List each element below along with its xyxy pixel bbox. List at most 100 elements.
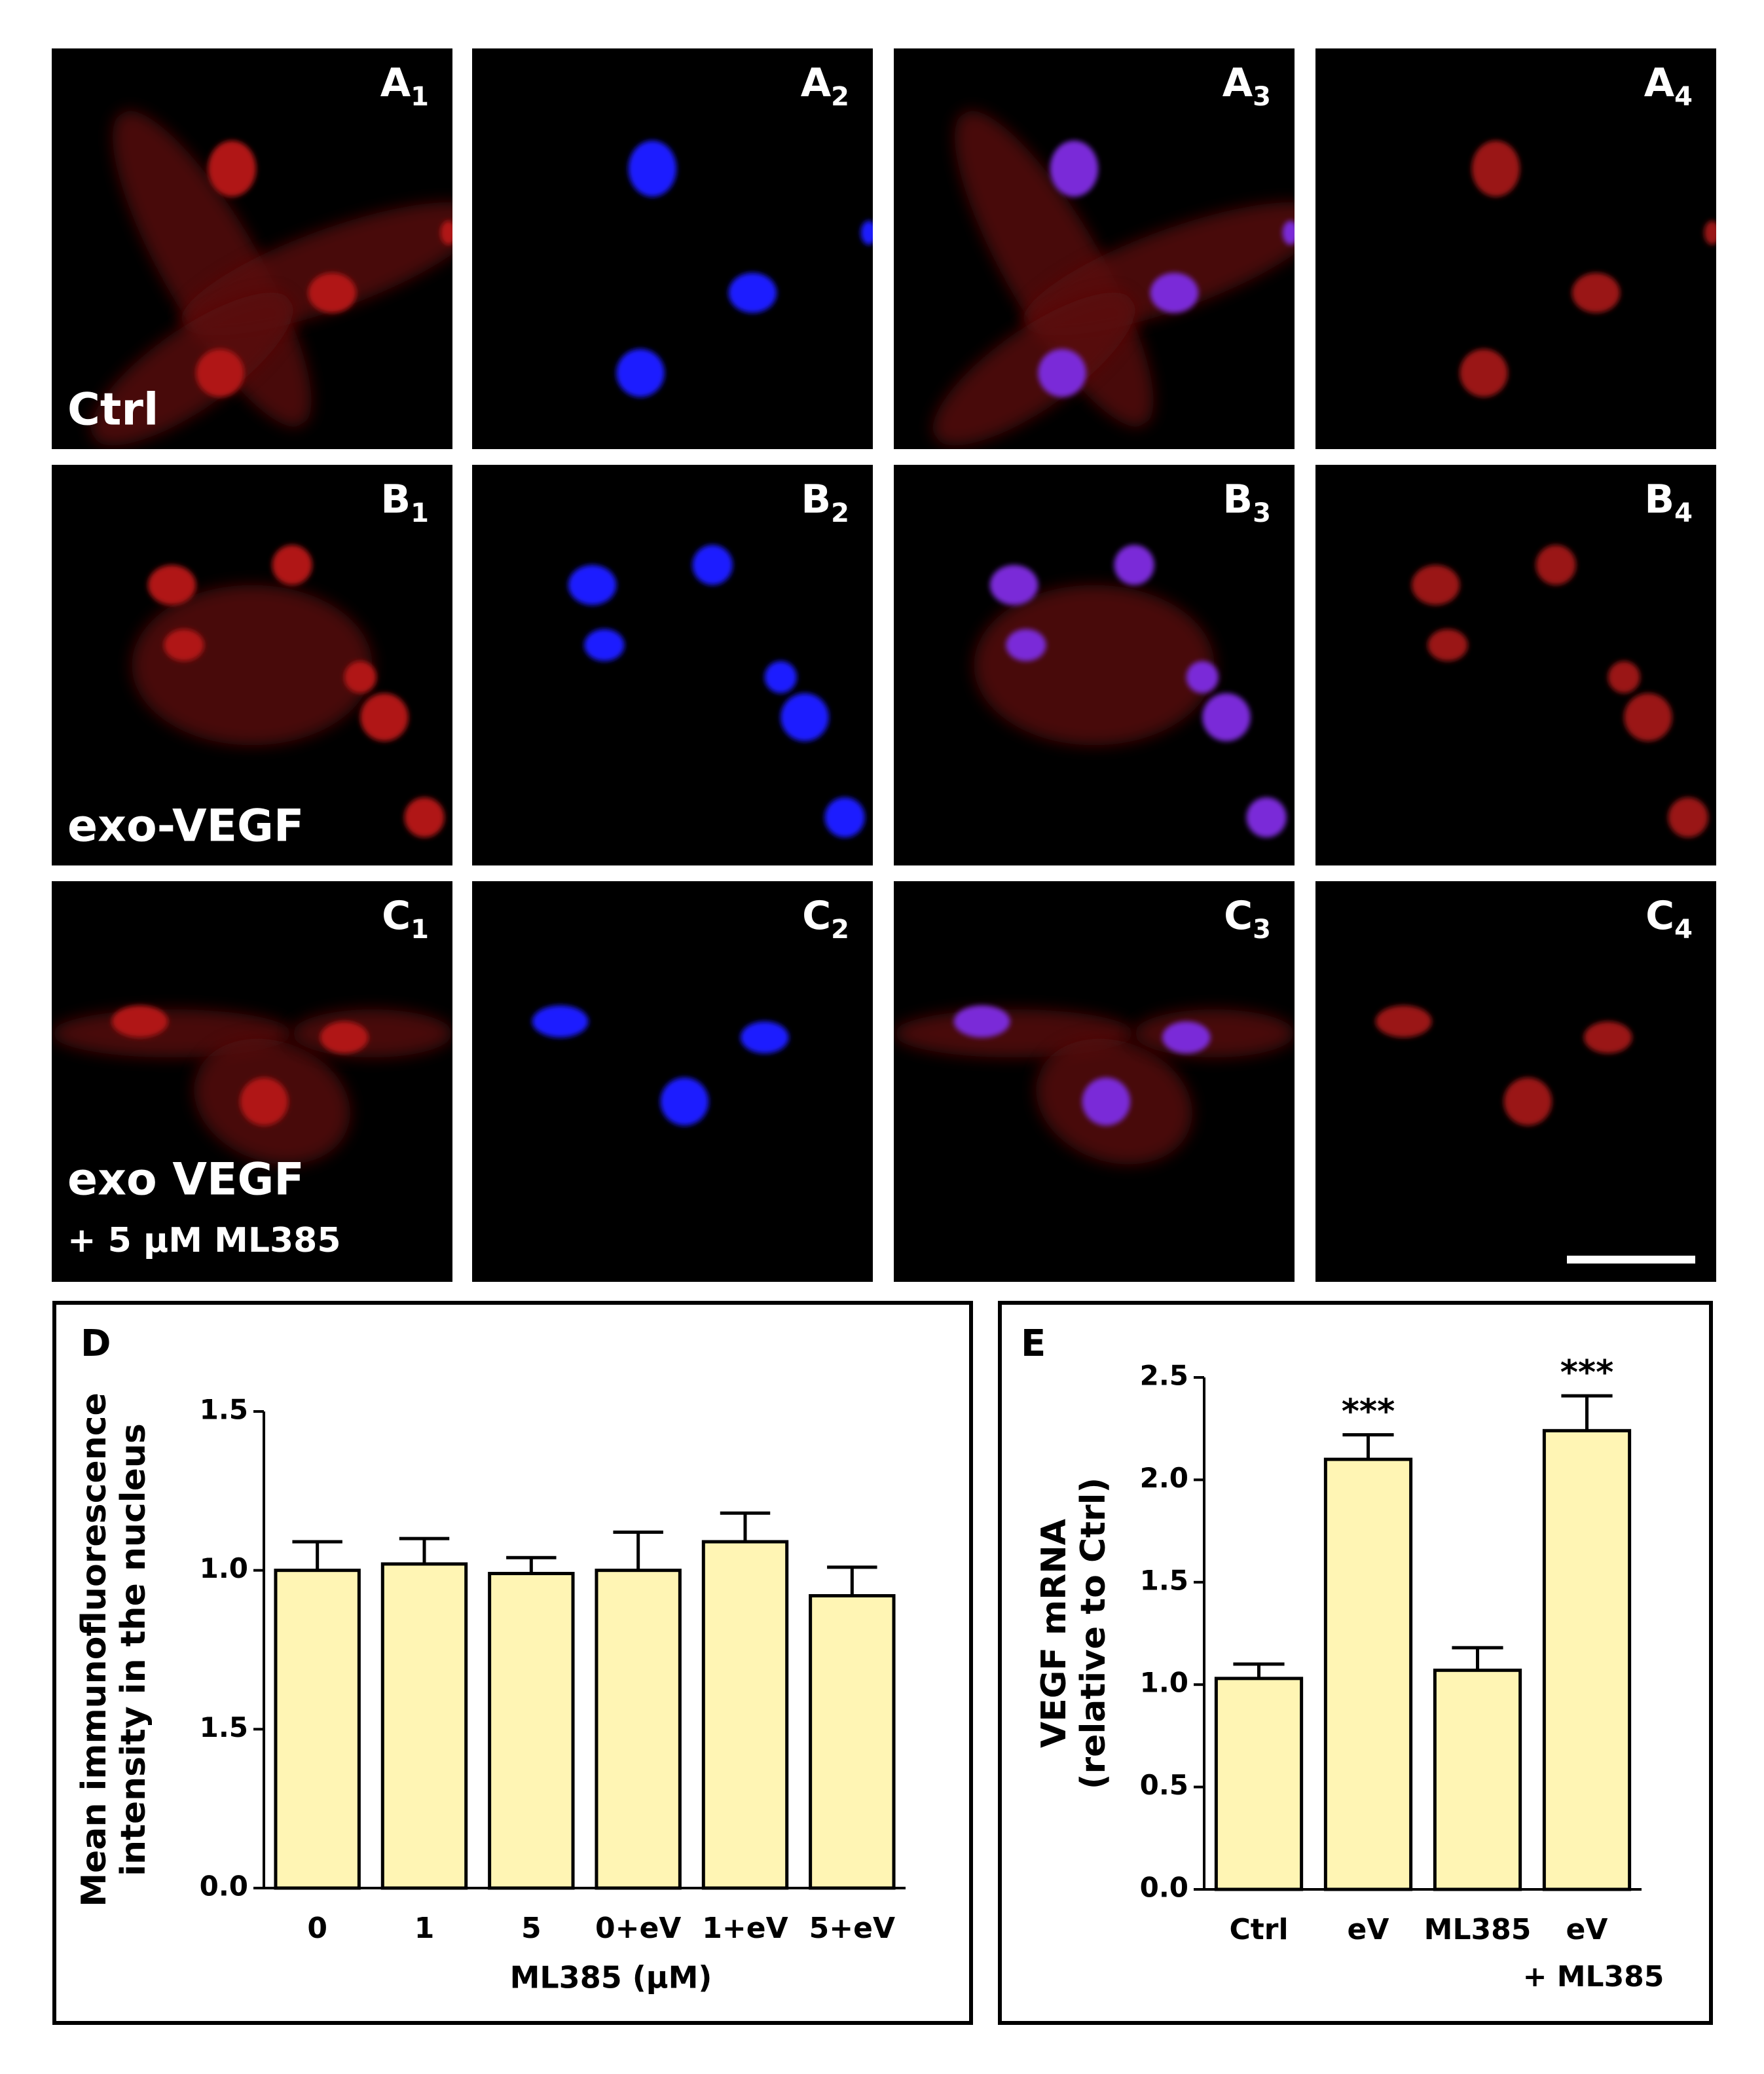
- nucleus: [728, 272, 777, 313]
- nucleus: [308, 272, 357, 313]
- x-tick-label: Ctrl: [1229, 1913, 1288, 1946]
- nucleus: [111, 1005, 168, 1038]
- panel-subscript: 1: [411, 498, 429, 528]
- cytoplasm: [90, 292, 293, 446]
- nucleus: [532, 1005, 589, 1038]
- bar: [595, 1569, 682, 1890]
- row-label: Ctrl: [67, 384, 158, 436]
- significance: ***: [1560, 1353, 1614, 1392]
- nucleus: [320, 1021, 369, 1054]
- micrograph-content: [1411, 545, 1708, 838]
- nucleus: [824, 797, 865, 838]
- panel-label: C4: [1645, 893, 1693, 945]
- micrograph-content: [132, 545, 445, 838]
- x-tick-label: 0+eV: [595, 1912, 681, 1945]
- nucleus: [147, 565, 196, 606]
- micrograph-content: [974, 545, 1287, 838]
- panel-letter: A: [801, 60, 832, 106]
- nucleus: [1704, 221, 1716, 245]
- panel-label: A3: [1222, 60, 1271, 112]
- nucleus: [1503, 1077, 1553, 1126]
- panel-label: B4: [1644, 477, 1693, 528]
- micrograph-content: [1460, 140, 1716, 397]
- nucleus: [692, 545, 733, 585]
- bar: [488, 1572, 575, 1890]
- bar: [380, 1562, 468, 1890]
- y-tick-label: 2.0: [1140, 1462, 1188, 1494]
- micrograph: [1315, 465, 1716, 865]
- nucleus: [1571, 272, 1621, 313]
- y-tick-label: 1.5: [1140, 1564, 1188, 1596]
- micrograph-content: [52, 1005, 452, 1165]
- y-tick-label: 0.5: [1140, 1769, 1188, 1801]
- nucleus: [989, 565, 1038, 606]
- panel-letter: B: [1644, 477, 1674, 522]
- cytoplasm: [1134, 1009, 1295, 1058]
- micrograph-content: [1375, 1005, 1632, 1126]
- nucleus: [568, 565, 617, 606]
- nucleus: [240, 1077, 289, 1126]
- bar: [1214, 1677, 1304, 1891]
- y-tick-label: 2.5: [1140, 1360, 1188, 1392]
- panel-subscript: 3: [1253, 82, 1271, 112]
- nucleus: [164, 628, 204, 661]
- significance: ***: [1342, 1392, 1395, 1432]
- nucleus: [616, 349, 665, 397]
- panel-subscript: 4: [1674, 498, 1693, 528]
- nucleus: [628, 140, 677, 197]
- panel-subscript: 3: [1253, 915, 1271, 945]
- x-tick-label: 5: [521, 1912, 542, 1945]
- nucleus: [1246, 797, 1287, 838]
- panel-letter: B: [380, 477, 411, 522]
- cytoplasm: [132, 585, 373, 746]
- y-axis-label-line: (relative to Ctrl): [1074, 1478, 1113, 1789]
- panel-letter: A: [1222, 60, 1253, 106]
- nucleus: [440, 221, 452, 245]
- nucleus: [1535, 545, 1576, 585]
- panel-label: C3: [1224, 893, 1271, 945]
- x-tick-label: 0: [307, 1912, 327, 1945]
- panel-e-frame: [998, 1301, 1713, 2025]
- y-axis-label: VEGF mRNA(relative to Ctrl): [1035, 1478, 1113, 1789]
- micrograph-content: [616, 140, 873, 397]
- nucleus: [272, 545, 312, 585]
- panel-label: A4: [1644, 60, 1693, 112]
- bar: [274, 1569, 361, 1890]
- y-axis-label: Mean immunofluorescenceintensity in the …: [75, 1392, 153, 1907]
- nucleus: [1162, 1021, 1211, 1054]
- panel-letter: C: [382, 893, 411, 939]
- x-axis-label: ML385 (µM): [510, 1960, 712, 1995]
- x-tick-label: eV: [1566, 1913, 1608, 1946]
- bar: [1433, 1668, 1522, 1891]
- panel-subscript: 2: [831, 915, 849, 945]
- nucleus: [953, 1005, 1010, 1038]
- y-tick-label: 0.0: [1140, 1872, 1188, 1904]
- cytoplasm: [292, 1009, 452, 1058]
- y-tick-label: 1.0: [1140, 1667, 1188, 1699]
- panel-subscript: 4: [1674, 82, 1693, 112]
- x-tick-label: ML385: [1424, 1913, 1532, 1946]
- nucleus: [741, 1021, 789, 1054]
- nucleus: [1471, 140, 1520, 197]
- nucleus: [1114, 545, 1154, 585]
- panel-letter: C: [1224, 893, 1253, 939]
- panel-letter: D: [81, 1322, 111, 1365]
- x-tick-label: + ML385: [1523, 1960, 1664, 1993]
- x-tick-label: eV: [1348, 1913, 1389, 1946]
- panel-letter: A: [380, 60, 411, 106]
- nucleus: [1006, 628, 1046, 661]
- y-axis-label-line: VEGF mRNA: [1035, 1519, 1074, 1748]
- micrograph-content: [568, 545, 865, 838]
- panel-label: A2: [801, 60, 849, 112]
- panel-label: B1: [380, 477, 429, 528]
- y-tick-label: 1.0: [200, 1552, 248, 1584]
- nucleus: [1584, 1021, 1632, 1054]
- bar: [1542, 1428, 1632, 1891]
- nucleus: [1082, 1077, 1131, 1126]
- bar: [701, 1540, 789, 1890]
- panel-d-frame: [52, 1301, 973, 2025]
- panel-letter: C: [802, 893, 831, 939]
- micrograph-content: [932, 111, 1295, 446]
- panel-subscript: 1: [411, 82, 429, 112]
- panel-label: B2: [801, 477, 849, 528]
